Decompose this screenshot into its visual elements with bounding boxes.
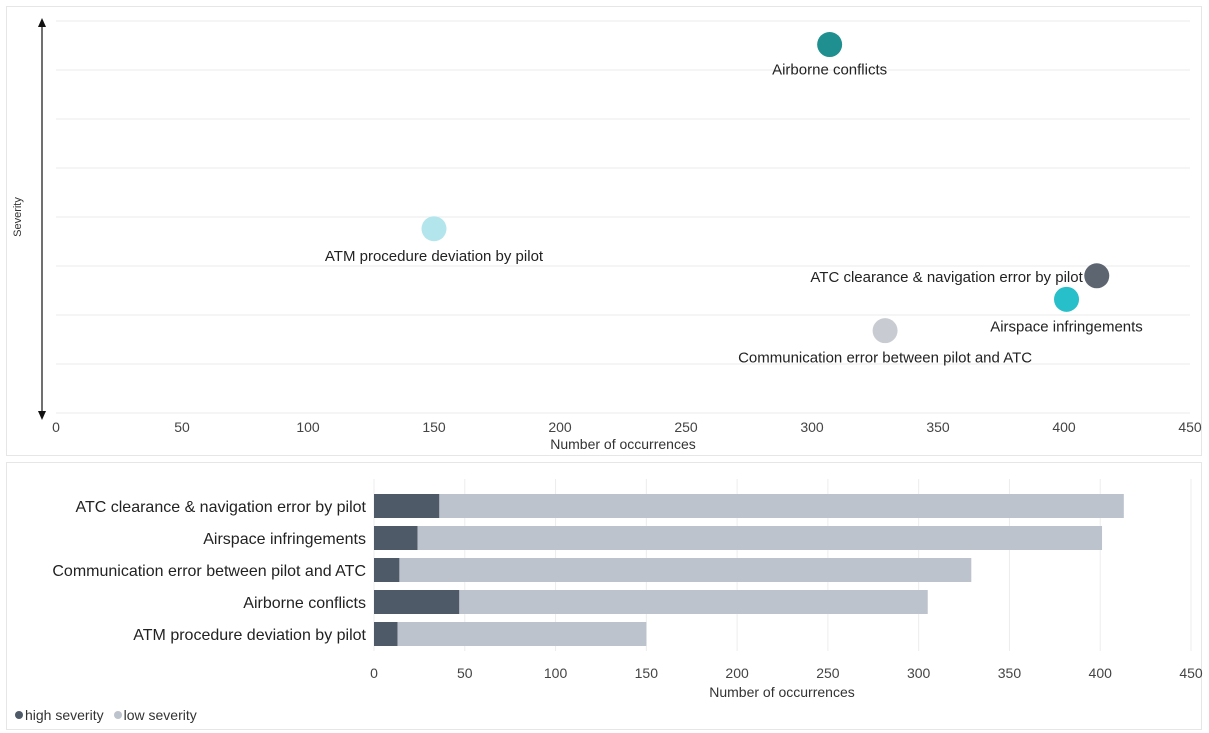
arrow-up-icon [38, 18, 46, 27]
point-label: ATM procedure deviation by pilot [325, 248, 544, 265]
category-label: ATC clearance & navigation error by pilo… [75, 499, 366, 516]
legend-marker-icon [113, 711, 122, 719]
bar-segment [397, 622, 647, 646]
category-label: ATM procedure deviation by pilot [133, 627, 366, 644]
x-axis-label: Number of occurrences [550, 436, 696, 452]
scatter-point [872, 318, 898, 344]
scatter-chart-panel: Severity 0 50 100 150 200 250 300 350 400 450 Numbe… [6, 6, 1202, 456]
y-axis-label: Severity [12, 197, 24, 237]
bar-segment [459, 590, 928, 614]
legend-item-low[interactable]: low severity [113, 707, 197, 723]
point-label: ATC clearance & navigation error by pilo… [810, 269, 1083, 286]
x-tick-label: 450 [1179, 665, 1203, 681]
x-tick-label: 50 [174, 419, 190, 435]
x-tick-label: 0 [52, 419, 60, 435]
scatter-point [817, 32, 843, 58]
bar-segment [374, 494, 440, 518]
point-label: Communication error between pilot and AT… [738, 350, 1032, 367]
bar-segment [374, 622, 398, 646]
x-tick-label: 400 [1052, 419, 1076, 435]
x-tick-label: 300 [907, 665, 931, 681]
arrow-down-icon [38, 411, 46, 420]
x-tick-label: 350 [926, 419, 950, 435]
category-label: Airborne conflicts [243, 595, 366, 612]
point-label: Airborne conflicts [772, 62, 887, 79]
legend-label: low severity [123, 707, 197, 723]
scatter-point [1054, 286, 1080, 312]
category-label: Communication error between pilot and AT… [52, 563, 366, 580]
x-axis-label: Number of occurrences [709, 684, 855, 700]
bar-segment [374, 526, 418, 550]
x-tick-label: 200 [725, 665, 749, 681]
x-tick-label: 100 [296, 419, 320, 435]
scatter-point [1084, 263, 1110, 289]
x-tick-label: 200 [548, 419, 572, 435]
legend-marker-icon [15, 711, 23, 719]
bar-chart: 0 50 100 150 200 250 300 350 400 450 Number of occ… [52, 479, 1203, 700]
x-tick-label: 350 [998, 665, 1022, 681]
x-tick-label: 150 [635, 665, 659, 681]
legend-item-high[interactable]: high severity [15, 707, 104, 723]
legend-label: high severity [25, 707, 104, 723]
x-tick-label: 250 [674, 419, 698, 435]
bar-segment [399, 558, 972, 582]
x-tick-label: 400 [1089, 665, 1113, 681]
x-tick-label: 50 [457, 665, 473, 681]
category-label: Airspace infringements [203, 531, 366, 548]
scatter-chart: Severity 0 50 100 150 200 250 300 350 400 450 Numbe… [12, 18, 1202, 452]
point-label: Airspace infringements [990, 318, 1143, 335]
scatter-point [421, 216, 447, 242]
bar-chart-panel: 0 50 100 150 200 250 300 350 400 450 Number of occ… [6, 462, 1203, 730]
bar-segment [374, 590, 460, 614]
x-tick-label: 250 [816, 665, 840, 681]
x-tick-label: 100 [544, 665, 568, 681]
x-tick-label: 300 [800, 419, 824, 435]
bar-segment [439, 494, 1124, 518]
chart-legend: high severity low severity [15, 707, 203, 723]
x-tick-label: 150 [422, 419, 446, 435]
x-tick-label: 0 [370, 665, 378, 681]
bar-segment [417, 526, 1103, 550]
bar-segment [374, 558, 400, 582]
x-tick-label: 450 [1178, 419, 1202, 435]
